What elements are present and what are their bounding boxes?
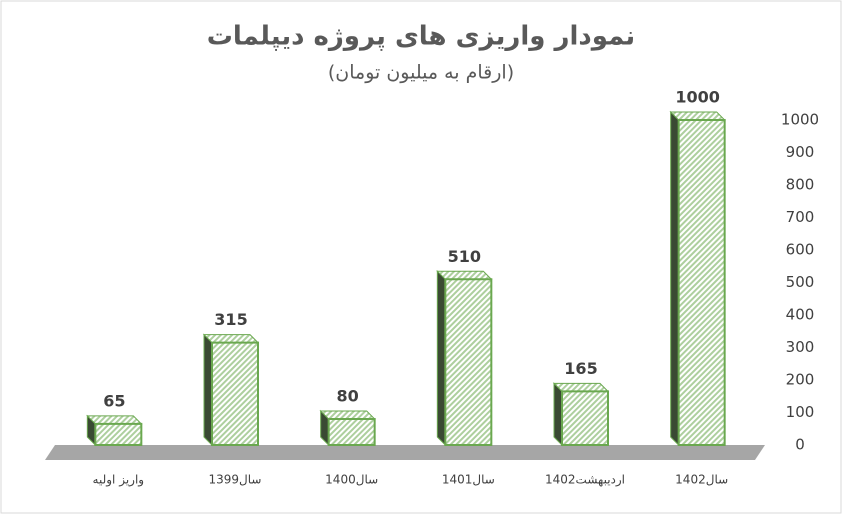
bar — [561, 390, 609, 446]
bar — [444, 278, 493, 446]
bar-top — [319, 410, 376, 420]
bar-side — [436, 270, 446, 447]
data-label: 510 — [448, 247, 481, 266]
data-label: 315 — [214, 310, 247, 329]
y-tick-label: 500 — [786, 273, 815, 291]
x-tick-label: واریز اولیه — [93, 473, 145, 488]
bar-top — [86, 415, 143, 425]
bar-side — [203, 333, 213, 447]
bar-side — [670, 110, 680, 447]
bar — [677, 119, 726, 446]
data-label: 80 — [337, 387, 359, 406]
x-tick-label: سال1401 — [442, 473, 495, 487]
bar-top — [552, 382, 610, 392]
bar-top — [202, 334, 260, 344]
x-tick-label: سال1402 — [675, 473, 728, 487]
bar-top — [436, 270, 493, 280]
y-tick-label: 700 — [786, 208, 815, 226]
data-label: 1000 — [675, 88, 720, 107]
x-tick-label: اردیبهشت1402 — [545, 473, 625, 488]
y-tick-label: 1000 — [781, 111, 819, 129]
y-tick-label: 900 — [786, 143, 815, 161]
chart-title: نمودار واریزی های پروژه دیپلمات — [207, 22, 635, 52]
data-label: 65 — [103, 391, 125, 410]
bar-side — [553, 382, 563, 447]
floor — [45, 445, 765, 460]
y-tick-label: 200 — [786, 371, 815, 389]
y-tick-label: 400 — [786, 306, 815, 324]
bar-top — [669, 111, 726, 121]
y-tick-label: 800 — [786, 176, 815, 194]
y-tick-label: 0 — [795, 436, 805, 454]
bar — [327, 418, 376, 446]
bar — [94, 422, 143, 446]
x-tick-label: سال1399 — [209, 473, 262, 487]
x-tick-label: سال1400 — [325, 473, 378, 487]
y-tick-label: 600 — [786, 241, 815, 259]
chart-subtitle: (ارقام به میلیون تومان) — [328, 62, 514, 84]
y-tick-label: 100 — [786, 403, 815, 421]
bar — [211, 341, 259, 446]
y-tick-label: 300 — [786, 338, 815, 356]
data-label: 165 — [564, 359, 597, 378]
